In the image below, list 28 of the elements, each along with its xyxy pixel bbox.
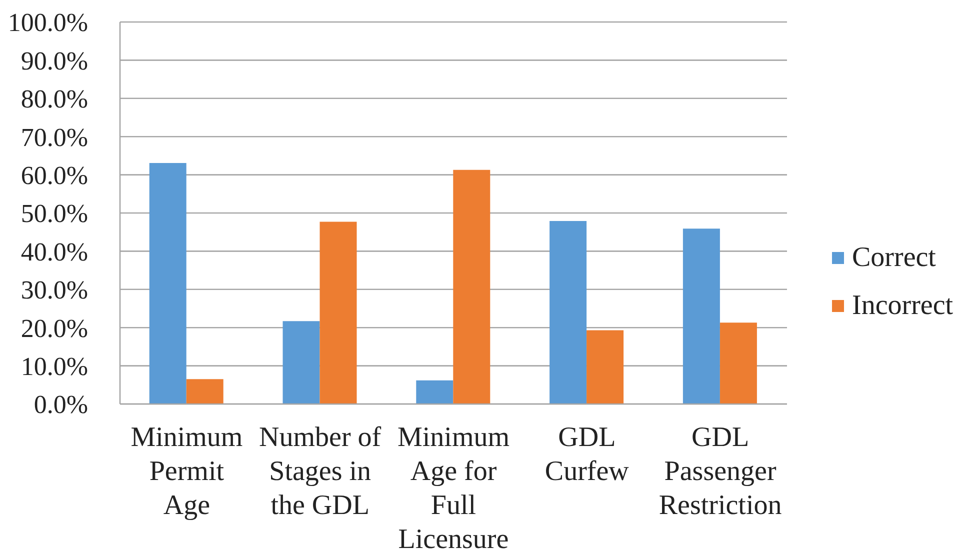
x-tick-label: Minimum Age for Full Licensure <box>397 422 510 550</box>
y-tick-label: 0.0% <box>34 390 88 420</box>
bar <box>682 228 720 404</box>
bar <box>453 170 490 404</box>
bar <box>550 221 587 404</box>
legend-label: Correct <box>852 242 936 274</box>
bar <box>186 379 224 404</box>
y-tick-label: 100.0% <box>8 8 88 38</box>
bar <box>586 330 624 404</box>
x-tick-label: GDL Curfew <box>544 422 630 487</box>
bar <box>282 321 320 404</box>
x-tick-label: Number of Stages in the GDL <box>259 422 382 521</box>
legend-label: Incorrect <box>852 290 954 322</box>
bar <box>720 322 757 404</box>
y-tick-label: 70.0% <box>20 122 88 152</box>
y-tick-label: 10.0% <box>20 352 88 382</box>
y-tick-label: 30.0% <box>20 276 88 305</box>
bar <box>416 380 454 404</box>
y-tick-label: 60.0% <box>20 161 88 190</box>
bar <box>149 162 186 404</box>
y-tick-label: 20.0% <box>20 314 88 343</box>
x-tick-label: Minimum Permit Age <box>130 422 243 521</box>
y-tick-label: 50.0% <box>20 199 88 228</box>
x-tick-label: GDL Passenger Restriction <box>658 422 782 521</box>
bar <box>320 222 357 404</box>
y-tick-label: 40.0% <box>20 237 88 266</box>
y-tick-label: 80.0% <box>20 84 88 114</box>
y-tick-label: 90.0% <box>20 46 88 76</box>
